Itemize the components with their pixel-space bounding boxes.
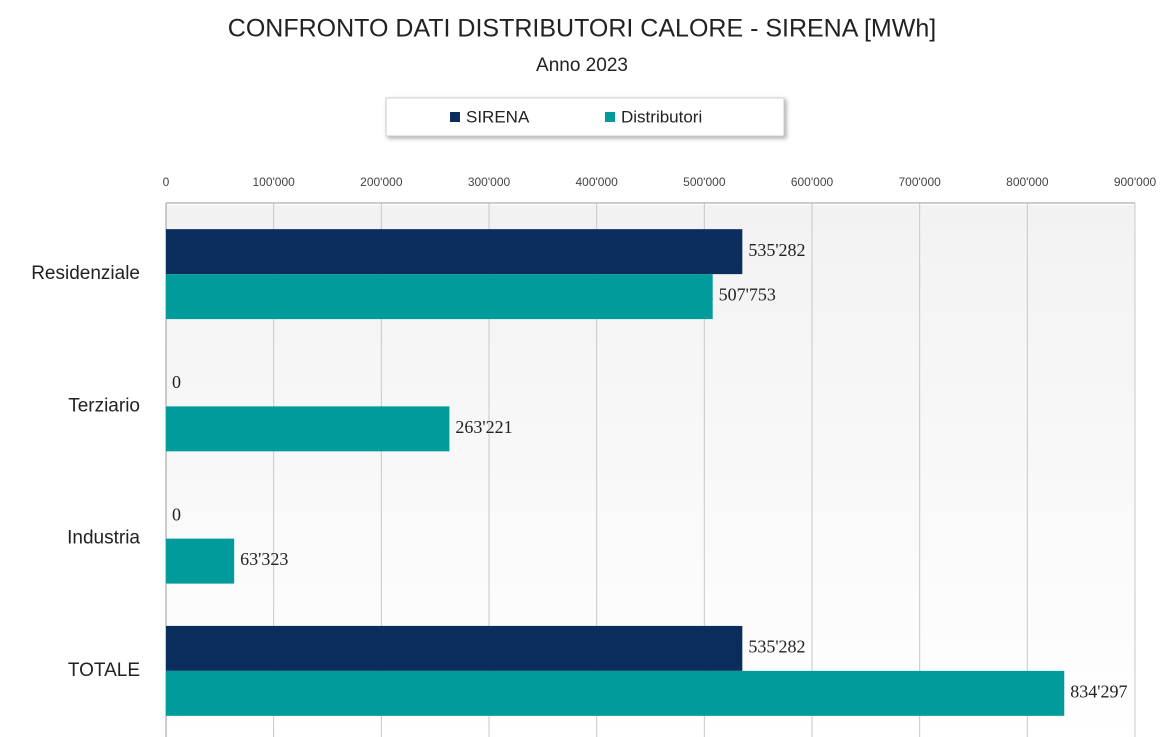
y-tick-label: Terziario bbox=[68, 395, 140, 416]
value-label: 834'297 bbox=[1070, 681, 1127, 701]
x-tick-label: 900'000 bbox=[1114, 175, 1157, 189]
bar bbox=[166, 274, 713, 320]
y-tick-label: Residenziale bbox=[31, 263, 140, 284]
x-tick-label: 600'000 bbox=[791, 175, 834, 189]
chart-subtitle: Anno 2023 bbox=[536, 55, 628, 76]
x-tick-label: 400'000 bbox=[575, 175, 618, 189]
x-tick-label: 800'000 bbox=[1006, 175, 1049, 189]
bar bbox=[166, 538, 235, 584]
legend-label: SIRENA bbox=[466, 107, 530, 126]
x-tick-label: 500'000 bbox=[683, 175, 726, 189]
value-label: 0 bbox=[172, 372, 181, 392]
bar bbox=[166, 229, 743, 275]
x-tick-label: 200'000 bbox=[360, 175, 403, 189]
legend-box bbox=[385, 97, 785, 137]
value-label: 535'282 bbox=[748, 637, 805, 657]
bar bbox=[166, 625, 743, 671]
y-tick-label: TOTALE bbox=[68, 660, 140, 681]
value-label: 0 bbox=[172, 504, 181, 524]
value-label: 63'323 bbox=[240, 549, 288, 569]
y-tick-label: Industria bbox=[67, 528, 140, 549]
legend-swatch bbox=[605, 112, 615, 122]
chart-title: CONFRONTO DATI DISTRIBUTORI CALORE - SIR… bbox=[228, 15, 936, 43]
x-tick-label: 100'000 bbox=[252, 175, 295, 189]
legend-swatch bbox=[450, 112, 460, 122]
legend-label: Distributori bbox=[621, 107, 702, 126]
x-tick-label: 300'000 bbox=[468, 175, 511, 189]
value-label: 507'753 bbox=[719, 285, 776, 305]
x-tick-label: 0 bbox=[163, 175, 170, 189]
x-tick-label: 700'000 bbox=[898, 175, 941, 189]
value-label: 535'282 bbox=[748, 240, 805, 260]
bar bbox=[166, 670, 1065, 716]
bar bbox=[166, 406, 450, 452]
value-label: 263'221 bbox=[455, 417, 512, 437]
